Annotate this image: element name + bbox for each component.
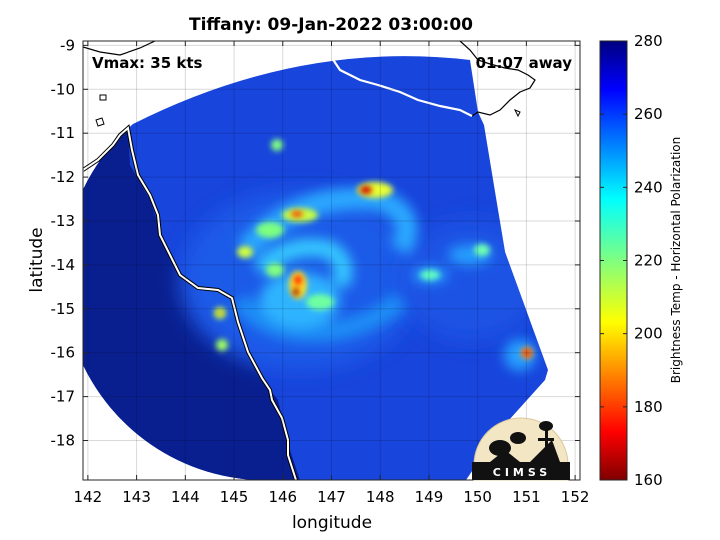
x-tick-label: 143 [122,488,151,506]
cimss-logo: CIMSS [472,417,570,481]
y-tick-label: -14 [51,256,76,274]
colorbar-tick-label: 200 [634,325,663,343]
y-tick-label: -15 [51,300,76,318]
x-tick-label: 150 [463,488,492,506]
colorbar-tick-label: 180 [634,398,663,416]
x-tick-label: 148 [366,488,395,506]
y-tick-label: -11 [51,124,76,142]
colorbar-tick-label: 280 [634,32,663,50]
y-axis-label: latitude [27,227,47,292]
x-tick-label: 145 [220,488,249,506]
colorbar: 280 260 240 220 200 180 160 Brightness Temp - … [599,32,683,489]
coastline [83,41,536,480]
y-tick-label: -17 [51,388,76,406]
y-tick-label: -13 [51,212,76,230]
x-tick-label: 149 [415,488,444,506]
y-tick-label: -10 [51,80,76,98]
logo-text: CIMSS [493,466,551,479]
y-tick-label: -18 [51,431,76,449]
brightness-swath [83,56,548,480]
map-plot-area [83,41,580,480]
colorbar-tick-label: 240 [634,178,663,196]
colorbar-gradient [599,40,628,481]
x-tick-label: 142 [74,488,103,506]
colorbar-tick-label: 160 [634,471,663,489]
storm-bands [232,187,536,371]
colorbar-tick-label: 220 [634,252,663,270]
y-tick-label: -16 [51,344,76,362]
y-axis-ticks: -9 -10 -11 -12 -13 -14 -15 -16 -17 -18 [51,36,580,449]
y-tick-label: -9 [60,36,75,54]
y-tick-label: -12 [51,168,76,186]
colorbar-ticks: 280 260 240 220 200 180 160 [600,32,663,489]
time-away-label: 01:07 away [476,54,573,72]
hot-cores [218,186,530,356]
x-tick-label: 146 [268,488,297,506]
x-tick-label: 144 [171,488,200,506]
grid [83,41,580,480]
colorbar-label: Brightness Temp - Horizontal Polarizatio… [669,137,683,384]
x-tick-label: 147 [317,488,346,506]
x-axis-ticks: 142 143 144 145 146 147 148 149 150 151 152 [74,41,590,506]
vmax-label: Vmax: 35 kts [92,54,202,72]
x-tick-label: 152 [561,488,590,506]
x-axis-label: longitude [292,513,372,533]
x-tick-label: 151 [512,488,541,506]
colorbar-tick-label: 260 [634,105,663,123]
map-title: Tiffany: 09-Jan-2022 03:00:00 [189,15,473,35]
